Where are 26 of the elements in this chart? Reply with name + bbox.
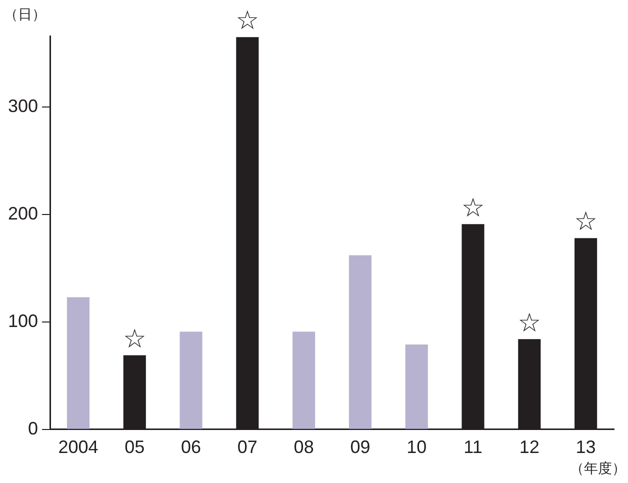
x-tick-label: 13	[576, 437, 596, 458]
bar	[66, 297, 90, 429]
x-tick-label: 08	[294, 437, 314, 458]
y-tick-label: 200	[8, 203, 38, 224]
x-tick-label: 09	[350, 437, 370, 458]
x-tick-label: 07	[237, 437, 258, 458]
annotation: ☆	[574, 206, 598, 236]
y-tick-label: 100	[8, 310, 38, 331]
x-tick-label: 11	[464, 437, 482, 458]
x-tick-label: 12	[519, 437, 540, 458]
y-axis-title: （日）	[4, 6, 46, 22]
annotation: ☆	[122, 323, 146, 354]
annotation: ☆	[236, 5, 260, 36]
x-tick-label: 06	[181, 437, 202, 458]
y-tick-label: 0	[28, 418, 38, 438]
bar	[180, 332, 202, 429]
annotation: ☆	[461, 192, 485, 222]
annotation: ☆	[518, 307, 542, 338]
x-axis-title: （年度）	[570, 460, 626, 476]
x-tick-label: 2004	[58, 437, 98, 458]
x-tick-label: 05	[124, 437, 145, 458]
bar	[348, 255, 372, 429]
y-tick-label: 300	[8, 96, 38, 116]
x-tick-label: 10	[406, 437, 427, 458]
bar	[292, 332, 316, 429]
bar	[405, 344, 428, 429]
